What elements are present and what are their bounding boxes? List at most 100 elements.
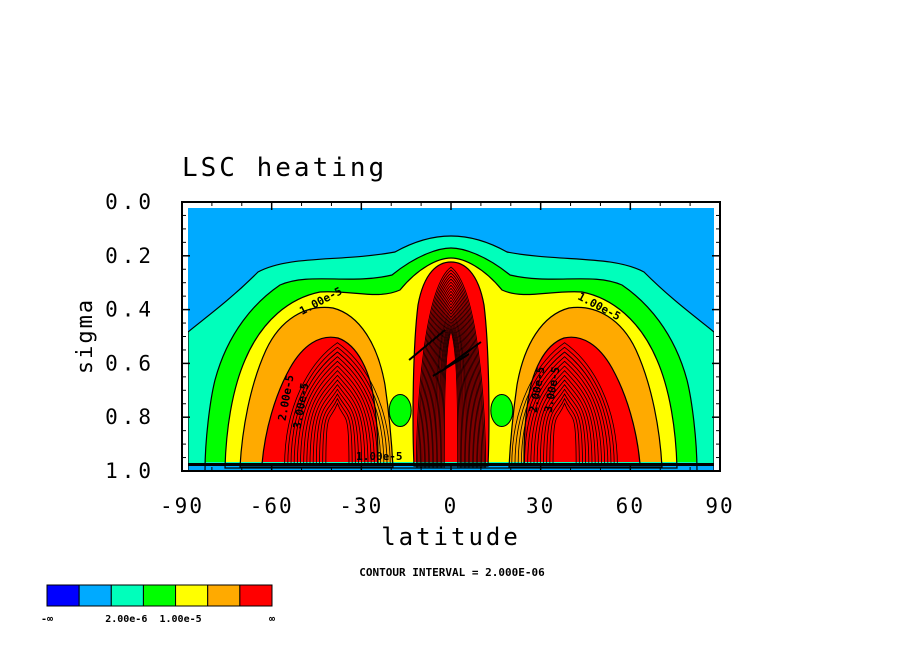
contour-equatorial-crossing <box>444 341 482 369</box>
y-axis-label: sigma <box>73 298 98 374</box>
x-tick-label: 0 <box>444 494 459 518</box>
x-tick-label: -30 <box>339 494 383 518</box>
contour-equatorial-line <box>417 269 485 469</box>
contour-north-core-line <box>527 365 602 467</box>
contour-equatorial-line <box>423 284 479 469</box>
contour-south-core-line <box>296 360 378 467</box>
contour-south-core-line <box>300 365 375 467</box>
contour-equatorial-line <box>437 314 465 469</box>
x-tick-labels: -90 -60 -30 0 30 60 90 <box>160 494 734 518</box>
colorbar-label: 2.00e-6 <box>105 614 147 625</box>
contour-lines <box>188 235 714 471</box>
colorbar-label: -∞ <box>41 614 53 625</box>
contour-south-core-line <box>287 346 388 467</box>
colorbar-swatch <box>110 584 144 607</box>
contour-south-core-line <box>325 402 350 467</box>
axis-ticks <box>181 201 721 472</box>
x-axis-label: latitude <box>381 523 521 551</box>
colorbar-swatch <box>142 584 177 607</box>
contour-south-core-line <box>319 393 356 467</box>
contour-outer-envelope <box>188 235 714 471</box>
contour-south-orange <box>239 306 394 468</box>
chart-title: LSC heating <box>182 153 387 183</box>
contour-north-core-line <box>517 351 612 467</box>
contour-north-core-line <box>546 393 583 467</box>
colorbar-label: ∞ <box>269 614 275 625</box>
colorbar-swatch <box>207 584 241 607</box>
contour-equatorial-crossing <box>432 353 470 377</box>
region-north-red-core <box>524 337 640 464</box>
contour-north-core-line <box>514 346 615 467</box>
green-blob-north <box>490 393 514 427</box>
contour-equatorial-line <box>439 320 463 469</box>
contour-north-core-line <box>539 383 590 467</box>
y-tick-label: 0.4 <box>105 298 155 322</box>
contour-equatorial-crossing <box>408 329 446 361</box>
contour-equatorial-line <box>431 302 471 469</box>
contour-south-core-line <box>293 356 382 467</box>
contour-equatorial-line <box>438 317 464 469</box>
contour-north-core-line <box>543 388 587 467</box>
contour-equatorial-line <box>426 290 476 469</box>
contour-south-red-core <box>261 336 379 465</box>
contour-equatorial-line <box>441 323 461 469</box>
contour-north-core-line <box>552 402 577 467</box>
contour-south-core-line <box>306 374 369 467</box>
contour-interval-note: CONTOUR INTERVAL = 2.000E-06 <box>359 566 545 579</box>
contour-south-core-line <box>290 351 385 467</box>
contour-equatorial-line <box>415 266 487 469</box>
contour-north-orange <box>508 306 663 468</box>
contour-equatorial-line <box>427 293 475 469</box>
y-tick-label: 0.0 <box>105 190 155 214</box>
colorbar-swatch <box>175 584 209 607</box>
region-south-red-core <box>262 337 378 464</box>
contour-south-core-line <box>322 397 353 467</box>
contour-south-core-line <box>309 379 366 467</box>
contour-equatorial-line <box>430 299 472 469</box>
contour-south-core-line <box>284 342 391 467</box>
contour-equatorial-line <box>419 275 483 469</box>
y-tick-label: 1.0 <box>105 459 155 483</box>
plot-area: 1.00e-5 1.00e-52.00e-53.00e-5 2.00e-53.00e… <box>188 208 714 471</box>
colorbar-swatch <box>78 584 112 607</box>
contour-equatorial-line <box>435 311 467 469</box>
contour-equatorial-line <box>425 287 477 469</box>
contour-north-core-line <box>533 374 596 467</box>
contour-equatorial-line <box>433 305 469 469</box>
contour-north-core-line <box>511 342 618 467</box>
contour-north-core-line <box>549 397 580 467</box>
colorbar-label: 1.00e-5 <box>159 614 201 625</box>
colorbar-labels: -∞ 2.00e-6 1.00e-5 ∞ <box>41 614 275 625</box>
contour-south-core-line <box>315 388 359 467</box>
contour-north-core-line <box>530 370 599 467</box>
y-tick-labels: 0.0 0.2 0.4 0.6 0.8 1.0 <box>105 190 155 483</box>
y-tick-label: 0.2 <box>105 244 155 268</box>
contour-mid-envelope <box>204 247 698 471</box>
contour-north-core-line <box>536 379 593 467</box>
y-tick-label: 0.8 <box>105 405 155 429</box>
contour-equatorial-red <box>412 261 490 467</box>
contour-equatorial-line <box>418 272 484 469</box>
x-tick-label: -60 <box>250 494 294 518</box>
colorbar-swatch <box>46 584 80 607</box>
contour-fills <box>188 236 714 471</box>
x-tick-label: 60 <box>616 494 645 518</box>
colorbar <box>46 584 273 607</box>
colorbar-swatch <box>239 584 273 607</box>
x-tick-label: 30 <box>526 494 555 518</box>
y-tick-label: 0.6 <box>105 351 155 375</box>
contour-equatorial-line <box>422 281 480 469</box>
contour-inner-envelope <box>224 257 678 469</box>
contour-equatorial-line <box>443 329 459 469</box>
contour-equatorial-line <box>421 278 481 469</box>
contour-label: 1.00e-5 <box>356 450 402 463</box>
contour-south-core-line <box>303 370 372 467</box>
contour-north-core-line <box>524 360 606 467</box>
x-tick-label: -90 <box>160 494 204 518</box>
contour-equatorial-line <box>442 326 460 469</box>
green-blob-south <box>388 393 412 427</box>
contour-equatorial-line <box>434 308 468 469</box>
contour-north-red-core <box>523 336 641 465</box>
x-tick-label: 90 <box>705 494 734 518</box>
